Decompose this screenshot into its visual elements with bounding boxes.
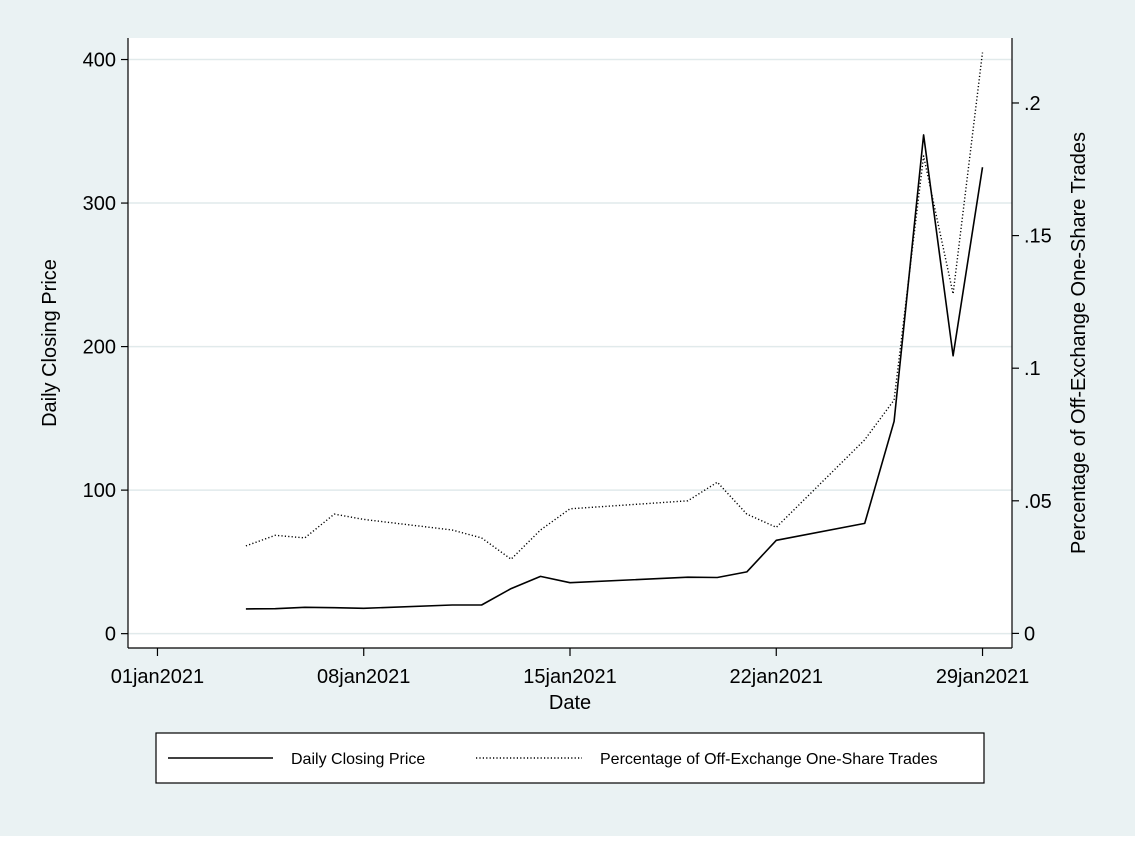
y-left-tick-label: 100: [83, 480, 116, 502]
x-tick-label: 22jan2021: [730, 666, 823, 688]
y-left-tick-label: 0: [105, 624, 116, 646]
y-right-tick-label: .1: [1024, 358, 1041, 380]
x-tick-label: 29jan2021: [936, 666, 1029, 688]
legend-label-offexchange: Percentage of Off-Exchange One-Share Tra…: [600, 751, 938, 768]
x-tick-label: 08jan2021: [317, 666, 410, 688]
y-right-tick-label: .2: [1024, 93, 1041, 115]
x-tick-label: 15jan2021: [523, 666, 616, 688]
y-left-tick-label: 200: [83, 337, 116, 359]
plot-area: [128, 38, 1012, 648]
y-right-tick-label: 0: [1024, 623, 1035, 645]
y-left-tick-label: 300: [83, 193, 116, 215]
legend: Daily Closing Price Percentage of Off-Ex…: [156, 733, 984, 783]
legend-label-price: Daily Closing Price: [291, 751, 425, 768]
y-axis-right-title: Percentage of Off-Exchange One-Share Tra…: [1068, 132, 1090, 554]
x-axis-title: Date: [549, 692, 591, 714]
y-axis-left-title: Daily Closing Price: [39, 259, 61, 427]
y-right-tick-label: .05: [1024, 491, 1052, 513]
x-tick-label: 01jan2021: [111, 666, 204, 688]
y-right-tick-label: .15: [1024, 226, 1052, 248]
y-left-tick-label: 400: [83, 50, 116, 72]
